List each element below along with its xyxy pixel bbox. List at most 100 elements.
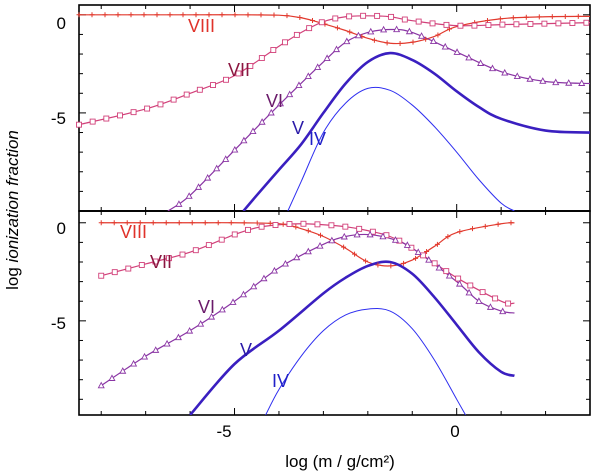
- ytick-label-bottom-0: 0: [57, 219, 66, 238]
- top-marker-VII-0: [76, 121, 82, 128]
- top-marker-VI-33: [526, 75, 534, 82]
- bottom-marker-VIII-26: [424, 249, 430, 255]
- bottom-marker-VI-28: [414, 248, 422, 255]
- bottom-marker-VII-2: [125, 265, 132, 272]
- top-marker-VIII-4: [128, 12, 134, 18]
- top-marker-VIII-37: [549, 14, 555, 20]
- top-marker-VIII-5: [141, 12, 147, 18]
- bottom-marker-VIII-24: [401, 260, 407, 266]
- top-marker-VIII-39: [575, 13, 581, 19]
- ytick-label-top-minus5: -5: [51, 109, 66, 128]
- top-marker-VI-21: [380, 25, 388, 33]
- bottom-marker-VIII-31: [482, 223, 488, 229]
- top-marker-VII-5: [144, 105, 151, 112]
- bottom-marker-VI-8: [186, 326, 194, 334]
- bottom-label-VII: VII: [150, 252, 172, 272]
- top-marker-VII-18: [306, 25, 313, 32]
- bottom-marker-VI-15: [260, 274, 268, 282]
- top-marker-VII-30: [471, 22, 478, 29]
- bottom-marker-VII-25: [431, 260, 438, 267]
- bottom-marker-VII-18: [342, 223, 349, 230]
- x-axis-label: log (m / g/cm²): [285, 452, 395, 471]
- bottom-marker-VI-30: [435, 263, 443, 271]
- bottom-marker-VIII-8: [202, 220, 208, 226]
- plot-area: [78, 4, 591, 416]
- top-marker-VII-3: [117, 112, 123, 119]
- top-marker-VII-1: [89, 118, 96, 125]
- bottom-marker-VI-32: [455, 279, 464, 287]
- bottom-marker-VI-36: [499, 307, 507, 315]
- bottom-marker-VIII-23: [388, 263, 394, 269]
- top-marker-VI-15: [314, 63, 322, 70]
- top-marker-VIII-28: [435, 32, 441, 38]
- top-marker-VI-3: [204, 173, 212, 181]
- top-marker-VI-19: [354, 31, 362, 39]
- top-marker-VIII-1: [89, 12, 95, 18]
- bottom-marker-VI-35: [486, 303, 494, 310]
- top-marker-VIII-38: [562, 13, 568, 19]
- top-label-VI: VI: [266, 91, 283, 111]
- top-marker-VIII-20: [334, 25, 340, 31]
- bottom-marker-VII-14: [286, 221, 293, 227]
- bottom-marker-VI-31: [445, 271, 453, 279]
- bottom-marker-VIII-28: [445, 234, 451, 240]
- top-marker-VI-2: [194, 183, 203, 190]
- top-marker-VII-31: [485, 22, 492, 29]
- bottom-marker-VII-11: [245, 226, 251, 233]
- top-marker-VII-28: [443, 21, 450, 28]
- top-marker-VII-22: [360, 12, 367, 19]
- top-marker-VI-23: [405, 27, 413, 35]
- bottom-marker-VI-5: [152, 346, 160, 353]
- top-marker-VII-4: [130, 109, 137, 116]
- bottom-marker-VII-9: [218, 236, 225, 243]
- bottom-marker-VII-28: [467, 282, 474, 289]
- bottom-marker-VII-19: [356, 225, 363, 232]
- top-label-V: V: [292, 118, 304, 138]
- top-marker-VIII-13: [245, 12, 251, 18]
- bottom-marker-VI-26: [391, 236, 400, 243]
- top-marker-VI-24: [418, 32, 426, 39]
- top-marker-VII-32: [499, 21, 506, 28]
- top-marker-VI-1: [185, 192, 193, 199]
- bottom-marker-VII-15: [300, 220, 307, 227]
- bottom-marker-VII-10: [231, 231, 238, 238]
- top-marker-VII-15: [270, 47, 277, 53]
- bottom-label-V: V: [240, 340, 252, 360]
- top-marker-VI-7: [240, 136, 248, 144]
- top-marker-VII-14: [258, 55, 265, 62]
- bottom-marker-VIII-22: [375, 262, 381, 268]
- top-marker-VII-35: [541, 20, 548, 27]
- bottom-marker-VIII-7: [189, 220, 195, 226]
- top-marker-VIII-14: [258, 12, 264, 18]
- bottom-label-IV: IV: [272, 371, 289, 391]
- bottom-marker-VII-29: [479, 289, 486, 296]
- bottom-marker-VI-20: [316, 241, 324, 249]
- top-marker-VI-22: [393, 25, 401, 33]
- bottom-marker-VI-23: [353, 230, 361, 238]
- bottom-marker-VIII-29: [457, 229, 463, 235]
- top-marker-VI-29: [477, 59, 485, 66]
- top-marker-VI-26: [441, 42, 449, 50]
- top-marker-VIII-12: [232, 12, 238, 18]
- bottom-marker-VIII-3: [137, 220, 143, 226]
- top-marker-VII-19: [318, 19, 325, 26]
- bottom-marker-VIII-32: [495, 221, 501, 227]
- top-marker-VI-25: [429, 37, 437, 45]
- y-axis-label-italic: ionization fraction: [3, 130, 22, 262]
- top-marker-VII-7: [170, 96, 177, 103]
- top-label-VII: VII: [228, 60, 250, 80]
- bottom-marker-VI-17: [281, 259, 289, 267]
- top-marker-VII-10: [210, 82, 216, 89]
- top-marker-VIII-27: [423, 36, 429, 42]
- top-marker-VII-12: [235, 70, 242, 77]
- top-marker-VII-29: [457, 22, 464, 29]
- top-marker-VI-28: [465, 53, 473, 61]
- bottom-marker-VI-6: [163, 339, 171, 347]
- bottom-marker-VI-33: [465, 288, 473, 296]
- bottom-marker-VI-19: [304, 247, 312, 255]
- top-marker-VIII-23: [371, 37, 377, 43]
- top-marker-VII-34: [527, 21, 534, 27]
- top-marker-VI-34: [539, 77, 547, 84]
- bottom-marker-VIII-0: [98, 220, 104, 226]
- bottom-marker-VI-16: [270, 266, 279, 274]
